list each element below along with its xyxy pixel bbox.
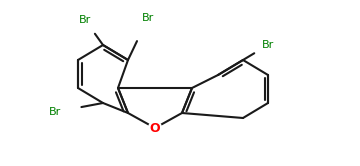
Text: Br: Br	[49, 107, 61, 117]
Circle shape	[149, 122, 162, 134]
Text: Br: Br	[262, 40, 274, 50]
Text: Br: Br	[142, 13, 154, 23]
Text: O: O	[150, 122, 160, 134]
Text: Br: Br	[79, 15, 91, 25]
